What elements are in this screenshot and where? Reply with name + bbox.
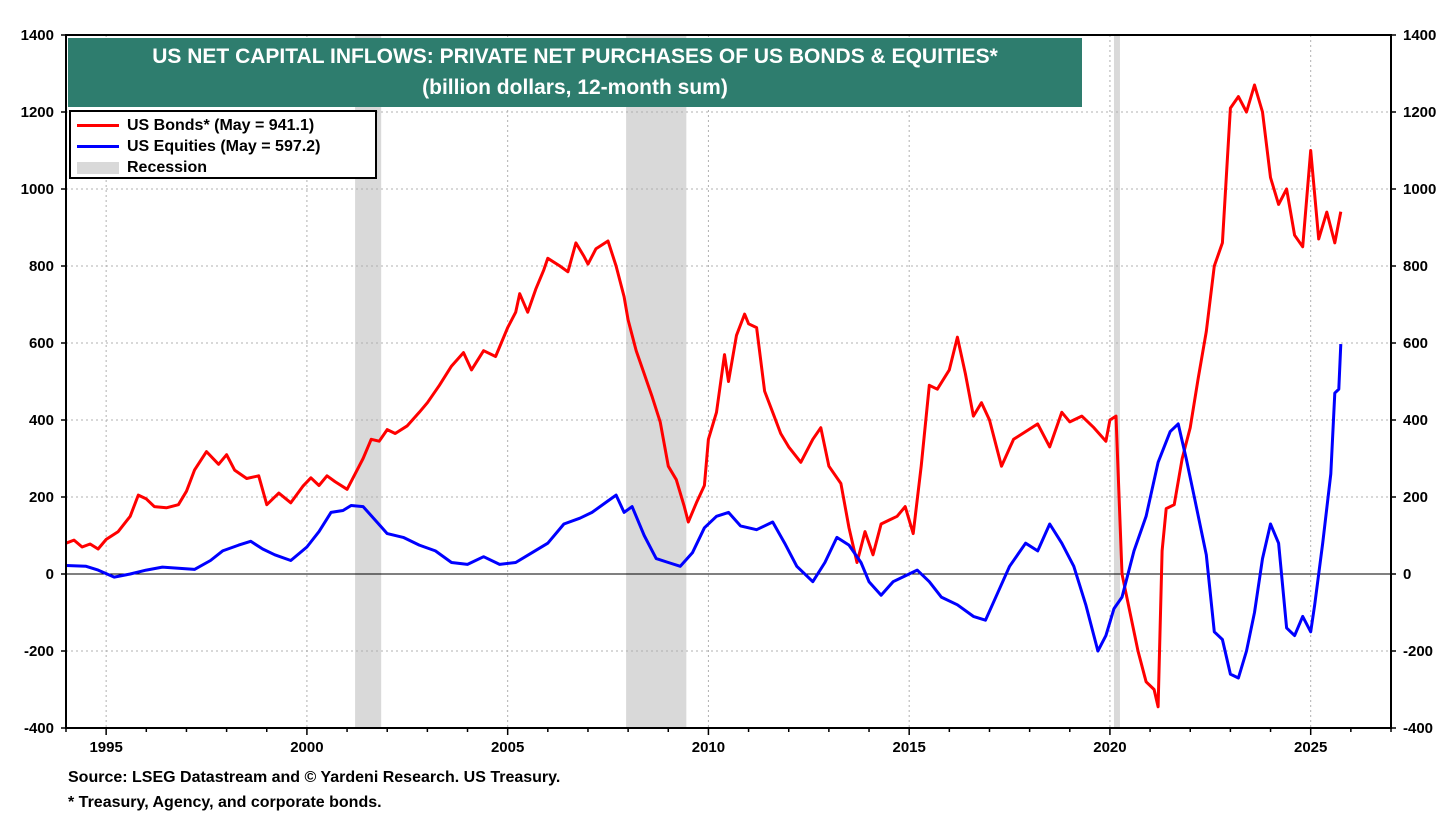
y-tick-label-right: 400 — [1403, 412, 1428, 429]
chart-subtitle: (billion dollars, 12-month sum) — [422, 76, 728, 99]
y-tick-label-right: -200 — [1403, 643, 1433, 660]
x-tick-label: 2010 — [692, 739, 725, 756]
y-tick-label-left: 1200 — [21, 104, 54, 121]
y-tick-label-left: 200 — [29, 489, 54, 506]
y-tick-label-right: 1400 — [1403, 27, 1436, 44]
x-tick-label: 2020 — [1093, 739, 1126, 756]
y-tick-label-left: 0 — [46, 566, 54, 583]
y-tick-label-left: 1000 — [21, 181, 54, 198]
legend-item-recession: Recession — [71, 157, 375, 178]
y-tick-label-right: 1000 — [1403, 181, 1436, 198]
x-tick-label: 2015 — [892, 739, 925, 756]
x-tick-label: 2025 — [1294, 739, 1327, 756]
y-tick-label-right: 0 — [1403, 566, 1411, 583]
chart-title-box: US NET CAPITAL INFLOWS: PRIVATE NET PURC… — [68, 38, 1082, 107]
y-tick-label-left: -400 — [24, 720, 54, 737]
legend-item-equities: US Equities (May = 597.2) — [71, 136, 375, 157]
legend-label-equities: US Equities (May = 597.2) — [127, 137, 321, 155]
y-tick-label-left: 400 — [29, 412, 54, 429]
y-tick-label-right: -400 — [1403, 720, 1433, 737]
y-tick-label-right: 200 — [1403, 489, 1428, 506]
y-tick-label-left: 1400 — [21, 27, 54, 44]
y-tick-label-left: 800 — [29, 258, 54, 275]
legend-label-recession: Recession — [127, 158, 208, 176]
series-line-bonds — [65, 83, 1343, 709]
axes: 1400 1400 1200 1200 1000 1000 800 800 600 600 400 4… — [21, 27, 1437, 756]
x-tick-label: 1995 — [89, 739, 122, 756]
series-lines — [65, 83, 1343, 709]
legend-swatch-recession — [77, 161, 119, 174]
y-tick-label-right: 800 — [1403, 258, 1428, 275]
footer-note: * Treasury, Agency, and corporate bonds. — [68, 794, 382, 811]
legend-label-bonds: US Bonds* (May = 941.1) — [127, 116, 315, 134]
recession-band-3 — [1113, 35, 1120, 728]
chart-title: US NET CAPITAL INFLOWS: PRIVATE NET PURC… — [152, 45, 998, 68]
y-tick-label-right: 1200 — [1403, 104, 1436, 121]
legend-item-bonds: US Bonds* (May = 941.1) — [71, 115, 375, 136]
recession-band-2 — [626, 35, 687, 728]
y-tick-label-left: 600 — [29, 335, 54, 352]
x-tick-label: 2005 — [491, 739, 524, 756]
recession-bands — [355, 35, 1120, 728]
legend: US Bonds* (May = 941.1) US Equities (May… — [69, 110, 377, 179]
series-line-equities — [65, 344, 1343, 680]
x-tick-label: 2000 — [290, 739, 323, 756]
y-tick-label-right: 600 — [1403, 335, 1428, 352]
legend-swatch-equities — [77, 145, 119, 148]
footer-source: Source: LSEG Datastream and © Yardeni Re… — [68, 769, 561, 786]
y-tick-label-left: -200 — [24, 643, 54, 660]
legend-swatch-bonds — [77, 124, 119, 127]
plot-frame — [65, 34, 1392, 729]
